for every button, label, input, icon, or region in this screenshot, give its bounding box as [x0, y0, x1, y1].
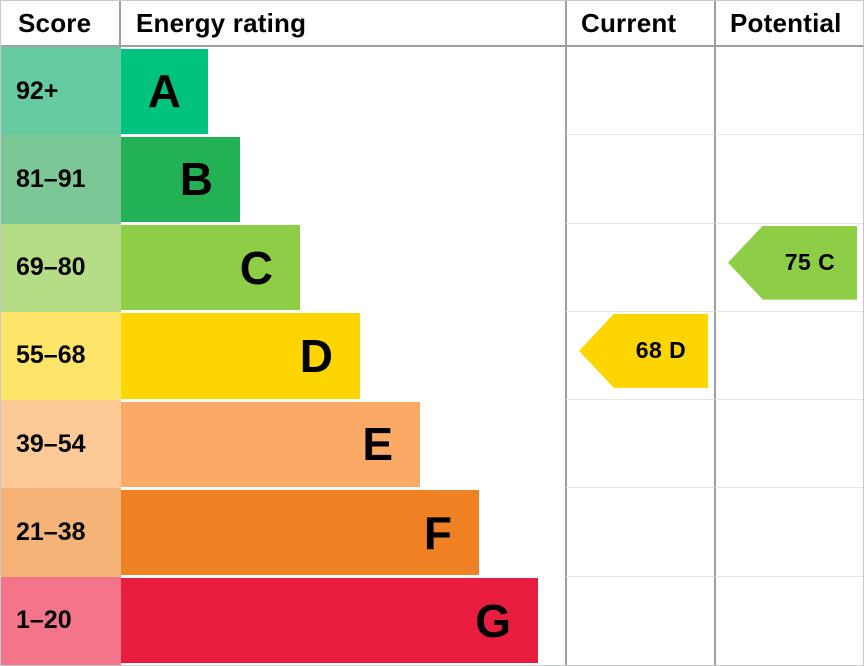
rating-bar-g: G [121, 578, 538, 664]
rating-bar-b: B [121, 136, 240, 223]
bar-zone-a: A [121, 47, 565, 135]
current-cell-d: 68 D [565, 311, 714, 401]
rating-bar-f: F [121, 489, 479, 576]
energy-rating-column-header: Energy rating [136, 7, 307, 38]
current-cell-g [565, 576, 714, 665]
bar-zone-e: E [121, 400, 565, 488]
potential-cell-c: 75 C [714, 223, 863, 312]
bar-zone-g: G [121, 577, 565, 665]
score-range-g: 1–20 [1, 576, 121, 665]
header-row: Score Energy rating Current Potential [1, 1, 863, 47]
rating-bar-e: E [121, 401, 420, 487]
potential-cell-g [714, 576, 863, 665]
band-row-g: 1–20 G [1, 576, 863, 665]
current-cell-b [565, 135, 714, 224]
potential-cell-d [714, 311, 863, 401]
score-range-f: 21–38 [1, 488, 121, 577]
score-range-b: 81–91 [1, 135, 121, 224]
score-range-e: 39–54 [1, 400, 121, 489]
rating-bar-c: C [121, 225, 300, 311]
band-row-d: 55–68 D 68 D [1, 311, 863, 401]
current-rating-arrow: 68 D [579, 313, 708, 388]
potential-cell-a [714, 47, 863, 136]
potential-rating-arrow: 75 C [728, 225, 857, 300]
rating-bar-a: A [121, 48, 208, 134]
potential-cell-f [714, 488, 863, 577]
bar-zone-f: F [121, 488, 565, 576]
current-column-header: Current [565, 1, 714, 45]
band-row-b: 81–91 B [1, 135, 863, 224]
potential-cell-e [714, 400, 863, 489]
potential-column-header: Potential [714, 1, 863, 45]
band-row-e: 39–54 E [1, 400, 863, 489]
score-range-d: 55–68 [1, 311, 121, 401]
current-cell-e [565, 400, 714, 489]
rating-bar-d: D [121, 313, 360, 399]
bar-zone-c: C [121, 224, 565, 312]
band-row-a: 92+ A [1, 47, 863, 136]
bar-zone-d: D [121, 312, 565, 400]
potential-cell-b [714, 135, 863, 224]
current-cell-a [565, 47, 714, 136]
current-cell-f [565, 488, 714, 577]
current-cell-c [565, 223, 714, 312]
band-row-c: 69–80 C 75 C [1, 223, 863, 312]
bar-zone-b: B [121, 135, 565, 223]
score-range-c: 69–80 [1, 223, 121, 312]
band-row-f: 21–38 F [1, 488, 863, 577]
score-column-header: Score [1, 1, 121, 45]
score-range-a: 92+ [1, 47, 121, 136]
